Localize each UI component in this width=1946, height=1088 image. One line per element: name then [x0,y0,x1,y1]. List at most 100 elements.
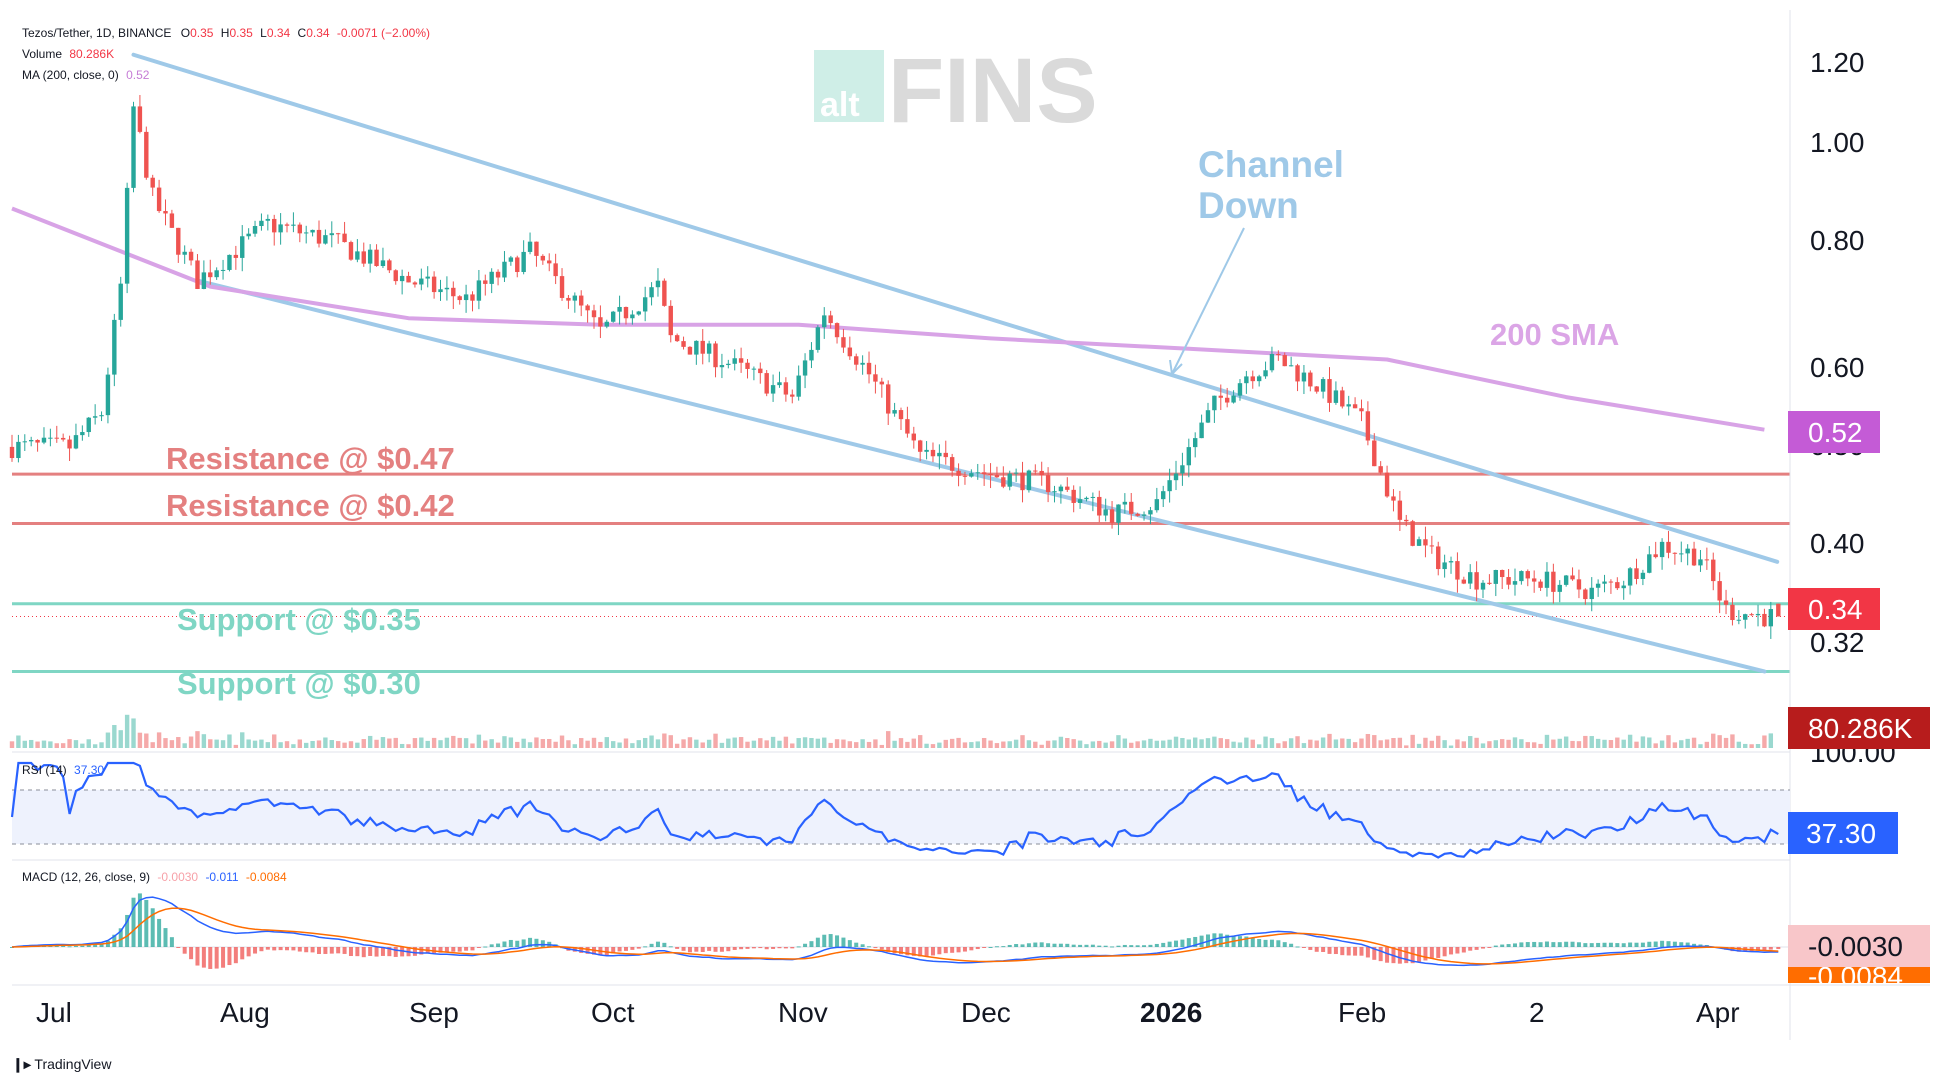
macd-hist-bar [1007,944,1012,947]
symbol-legend[interactable]: Tezos/Tether, 1D, BINANCE O0.35 H0.35 L0… [22,26,430,40]
candle-body [188,251,194,261]
candle-body [1308,372,1313,387]
macd-hist-bar [713,947,718,952]
volume-bar [1723,737,1729,748]
rsi-legend[interactable]: RSI (14) 37.30 [22,763,104,777]
candle-body [1666,541,1671,553]
macd-hist-bar [783,947,788,949]
macd-hist-bar [1653,941,1658,947]
time-label-nov: Nov [778,997,828,1028]
candle-body [246,233,251,237]
candle-body [719,365,725,368]
candle-body [943,452,948,458]
macd-hist-bar [253,947,258,954]
candle-body [559,276,565,298]
candle-body [515,257,520,273]
candle-body [636,311,641,315]
volume-bar [163,738,168,748]
candle-body [291,224,296,226]
candle-body [1193,438,1198,448]
macd-hist-bar [208,947,213,969]
annotations: Resistance @ $0.42 Resistance @ $0.47 Su… [166,144,1619,701]
macd-hist-bar [1353,947,1358,956]
macd-hist-bar [1500,944,1505,947]
ma-legend[interactable]: MA (200, close, 0) 0.52 [22,68,149,82]
macd-hist-bar [847,940,852,947]
volume-bar [1397,737,1403,748]
macd-hist-bar [451,947,456,952]
macd-hist-bar [585,947,590,954]
candle-body [1340,390,1345,407]
volume-bar [585,740,590,748]
candle-body [1205,410,1211,423]
tradingview-logo[interactable]: ❙▸ TradingView [12,1056,111,1073]
candle-body [1416,539,1422,546]
volume-bar [380,737,386,748]
volume-bar [412,738,418,748]
candle-body [86,417,91,433]
candle-body [841,337,846,348]
macd-hist-bar [1557,942,1562,947]
candle-body [208,272,213,278]
macd-hist-bar [1660,940,1665,947]
candle-body [1020,472,1025,491]
macd-legend[interactable]: MACD (12, 26, close, 9) -0.0030 -0.011 -… [22,870,287,884]
candle-body [163,211,168,214]
volume-bar [1519,739,1524,748]
candle-body [937,452,942,457]
candle-body [1090,496,1096,498]
volume-bar [1563,736,1569,748]
macd-hist-badge [1788,925,1930,967]
time-axis[interactable]: Jul Aug Sep Oct Nov Dec 2026 Feb 2 Apr [36,997,1740,1028]
volume-bar [495,742,501,748]
volume-bar [1608,740,1614,748]
volume-bar [751,740,757,748]
volume-bar [674,743,680,748]
volume-bar [687,737,693,748]
volume-bar [425,740,430,748]
candle-body [28,439,34,442]
volume-legend[interactable]: Volume 80.286K [22,47,114,61]
volume-bar [489,739,494,748]
volume-bar [342,742,347,748]
candle-body [726,363,731,366]
macd-hist-bar [745,947,750,949]
volume-bar [1768,733,1774,748]
volume-bar [1077,740,1083,748]
candle-body [297,224,303,234]
candle-body [1231,395,1236,403]
candle-body [1436,546,1441,570]
macd-hist-bar [304,947,309,953]
candle-body [67,439,72,449]
macd-hist-bar [457,947,462,952]
volume-bar [949,738,955,748]
macd-hist-bar [982,947,987,948]
candle-body [969,473,974,477]
macd-hist-bar [892,947,897,954]
candle-body [738,358,744,363]
volume-bar [1691,737,1697,748]
macd-signal-value: -0.0084 [245,870,287,884]
macd-hist-bar [1327,947,1332,954]
macd-hist-bar [233,947,238,964]
macd-hist-bar [1551,942,1556,947]
volume-bar [1576,741,1582,748]
volume-bar [124,714,130,748]
time-label-apr: Apr [1696,997,1740,1028]
candle-body [591,310,597,318]
macd-hist-bar [400,947,405,957]
macd-hist-bar [1481,947,1486,949]
price-axis[interactable]: 1.20 1.00 0.80 0.60 0.50 0.40 0.32 100.0… [1788,47,1930,992]
macd-hist-bar [1090,944,1095,947]
candle-body [1653,554,1658,558]
tradingview-text: TradingView [34,1056,112,1072]
macd-hist-bar [1340,947,1345,956]
volume-bar [515,741,520,748]
volume-bar [994,743,1000,748]
volume-bar [355,742,360,748]
macd-hist-bar [272,947,277,951]
macd-hist-bar [1026,943,1031,947]
volume-bar [1436,735,1441,748]
volume-bar [54,743,59,748]
